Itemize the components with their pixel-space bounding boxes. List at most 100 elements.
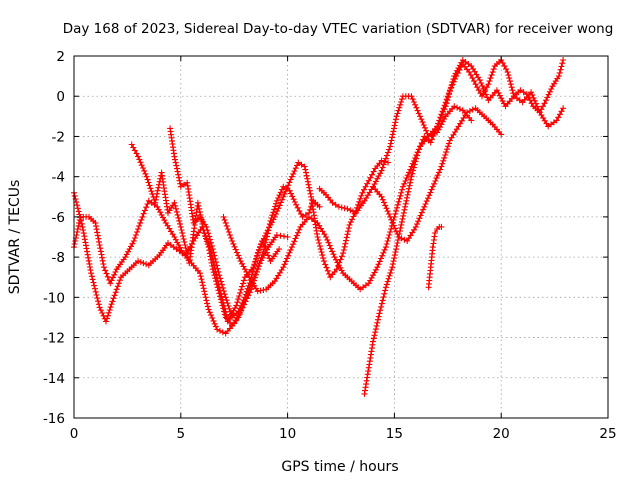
data-point bbox=[137, 219, 144, 226]
data-point bbox=[391, 122, 398, 129]
data-point bbox=[107, 280, 114, 287]
data-point bbox=[206, 247, 213, 254]
data-point bbox=[374, 175, 381, 182]
data-point bbox=[108, 301, 115, 308]
data-point bbox=[253, 253, 260, 260]
data-point bbox=[136, 156, 143, 163]
data-point bbox=[218, 299, 225, 306]
data-point bbox=[213, 278, 219, 285]
y-tick-label: -6 bbox=[52, 210, 65, 226]
data-point bbox=[217, 296, 224, 303]
data-point bbox=[388, 137, 395, 144]
data-point bbox=[382, 287, 389, 294]
data-point bbox=[397, 224, 404, 231]
data-point bbox=[488, 72, 495, 79]
data-point bbox=[172, 156, 178, 163]
data-point bbox=[320, 255, 327, 262]
data-point bbox=[275, 195, 282, 201]
data-point bbox=[148, 188, 155, 195]
data-point bbox=[243, 288, 250, 295]
data-point bbox=[205, 244, 212, 251]
data-point bbox=[143, 173, 150, 180]
data-point bbox=[130, 238, 137, 244]
data-point bbox=[175, 171, 182, 178]
data-point bbox=[284, 234, 291, 240]
data-point bbox=[345, 228, 352, 235]
data-point bbox=[109, 298, 116, 305]
data-point bbox=[323, 264, 330, 271]
data-point bbox=[245, 282, 252, 289]
data-point bbox=[81, 236, 88, 243]
data-point bbox=[317, 246, 324, 253]
data-point bbox=[240, 277, 247, 284]
data-point bbox=[85, 257, 92, 264]
data-point bbox=[452, 75, 459, 82]
data-point bbox=[250, 265, 257, 272]
data-point bbox=[112, 269, 119, 275]
data-point bbox=[436, 169, 442, 176]
data-point bbox=[413, 104, 420, 111]
data-point bbox=[541, 100, 548, 107]
data-point bbox=[146, 182, 153, 189]
data-point bbox=[407, 176, 414, 183]
data-point bbox=[381, 246, 388, 253]
data-point bbox=[98, 251, 105, 258]
data-point bbox=[489, 69, 496, 76]
data-point bbox=[220, 213, 227, 220]
data-point bbox=[378, 193, 385, 200]
data-point bbox=[323, 234, 329, 240]
data-point bbox=[241, 294, 248, 301]
data-point bbox=[495, 89, 502, 96]
data-point bbox=[277, 189, 284, 196]
data-point bbox=[240, 297, 247, 304]
data-point bbox=[345, 225, 352, 232]
data-point bbox=[429, 244, 436, 251]
data-point bbox=[171, 199, 178, 206]
data-point bbox=[158, 211, 165, 218]
data-point bbox=[395, 107, 402, 114]
data-point bbox=[450, 78, 457, 85]
data-point bbox=[418, 116, 425, 123]
data-point bbox=[212, 323, 219, 330]
data-point bbox=[306, 187, 313, 194]
data-point bbox=[228, 235, 234, 241]
data-point bbox=[436, 117, 443, 124]
data-point bbox=[203, 297, 210, 304]
data-point bbox=[395, 237, 401, 243]
data-point bbox=[172, 202, 179, 209]
data-point bbox=[125, 248, 132, 255]
data-point bbox=[372, 326, 379, 333]
data-point bbox=[266, 224, 273, 231]
data-point bbox=[383, 281, 390, 288]
data-point bbox=[380, 249, 387, 256]
data-point bbox=[264, 227, 271, 234]
data-point bbox=[375, 261, 382, 268]
data-point bbox=[74, 226, 81, 232]
data-point bbox=[558, 63, 565, 70]
data-point bbox=[395, 198, 402, 205]
data-point bbox=[390, 128, 397, 135]
data-point bbox=[273, 200, 279, 207]
data-point bbox=[204, 241, 211, 248]
data-point bbox=[242, 291, 249, 298]
data-point bbox=[379, 297, 386, 304]
data-point bbox=[394, 201, 401, 208]
data-point bbox=[273, 211, 279, 217]
data-point bbox=[209, 263, 216, 269]
data-point bbox=[238, 286, 245, 293]
data-point bbox=[370, 272, 376, 279]
data-point bbox=[227, 308, 234, 315]
data-point bbox=[391, 255, 398, 262]
data-point bbox=[437, 114, 444, 121]
data-point bbox=[176, 217, 183, 224]
data-point bbox=[490, 66, 497, 73]
data-point bbox=[400, 209, 407, 216]
data-point bbox=[556, 69, 563, 76]
data-point bbox=[131, 235, 138, 241]
data-point bbox=[261, 242, 268, 249]
data-point bbox=[73, 232, 80, 238]
data-point bbox=[386, 272, 393, 279]
data-point bbox=[76, 216, 83, 223]
data-point bbox=[96, 242, 103, 248]
data-point bbox=[220, 288, 227, 294]
